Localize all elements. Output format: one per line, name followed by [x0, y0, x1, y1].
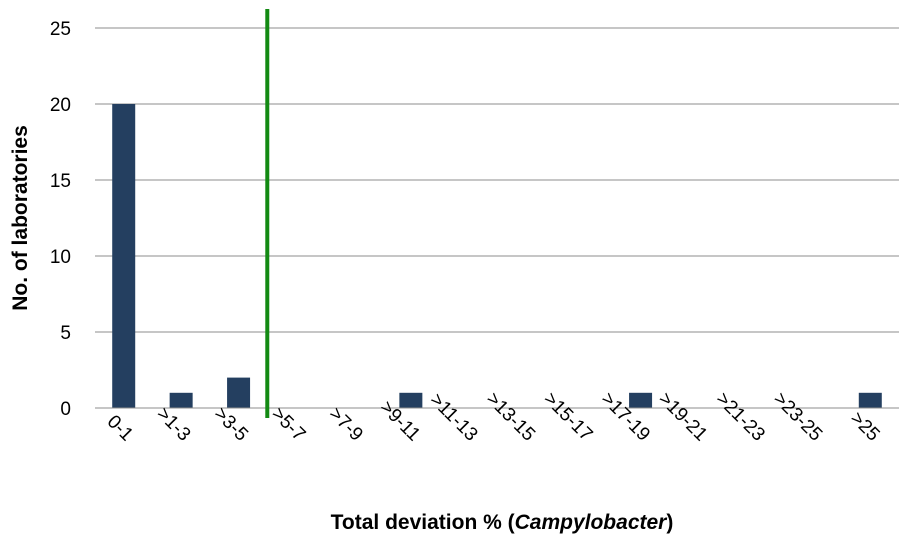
gridlines	[95, 27, 899, 333]
x-tick-label: >1-3	[152, 403, 194, 445]
bar	[112, 104, 136, 408]
y-axis-title: No. of laboratories	[9, 125, 32, 311]
x-tick-label: >21-23	[712, 388, 769, 445]
y-tick-label: 15	[50, 171, 71, 192]
bar	[858, 392, 882, 408]
x-tick-label: >11-13	[426, 389, 482, 445]
y-tick-label: 0	[60, 399, 71, 420]
y-tick-label: 25	[50, 19, 71, 40]
bar	[629, 392, 653, 408]
x-tick-label: >5-7	[267, 403, 309, 445]
x-tick-label: >23-25	[769, 388, 826, 445]
x-tick-label: >15-17	[539, 388, 596, 445]
x-tick-label: >7-9	[325, 403, 367, 445]
y-tick-label: 5	[60, 323, 71, 344]
x-tick-label: >3-5	[210, 403, 252, 445]
x-tick-labels: 0-1 >1-3 >3-5 >5-7 >7-9 >9-11 >11-13 >13-15 >15-…	[103, 388, 884, 445]
x-tick-label: >13-15	[482, 388, 539, 445]
bar	[399, 392, 423, 408]
y-tick-label: 20	[50, 95, 71, 116]
x-axis-title-part-3: )	[666, 511, 673, 534]
x-tick-label: 0-1	[103, 411, 137, 445]
x-tick-label: >19-21	[654, 388, 711, 445]
y-tick-label: 10	[50, 247, 71, 268]
x-axis-title-part-1: Total deviation % (	[331, 511, 515, 534]
y-tick-labels: 0 5 10 15 20 25	[50, 19, 71, 420]
bars	[112, 104, 882, 408]
x-axis-title-part-2: Campylobacter	[515, 511, 669, 534]
bar	[227, 377, 251, 408]
bar	[169, 392, 193, 408]
x-axis-title: Total deviation % (Campylobacter)	[331, 511, 674, 534]
x-tick-label: >25	[846, 408, 884, 446]
